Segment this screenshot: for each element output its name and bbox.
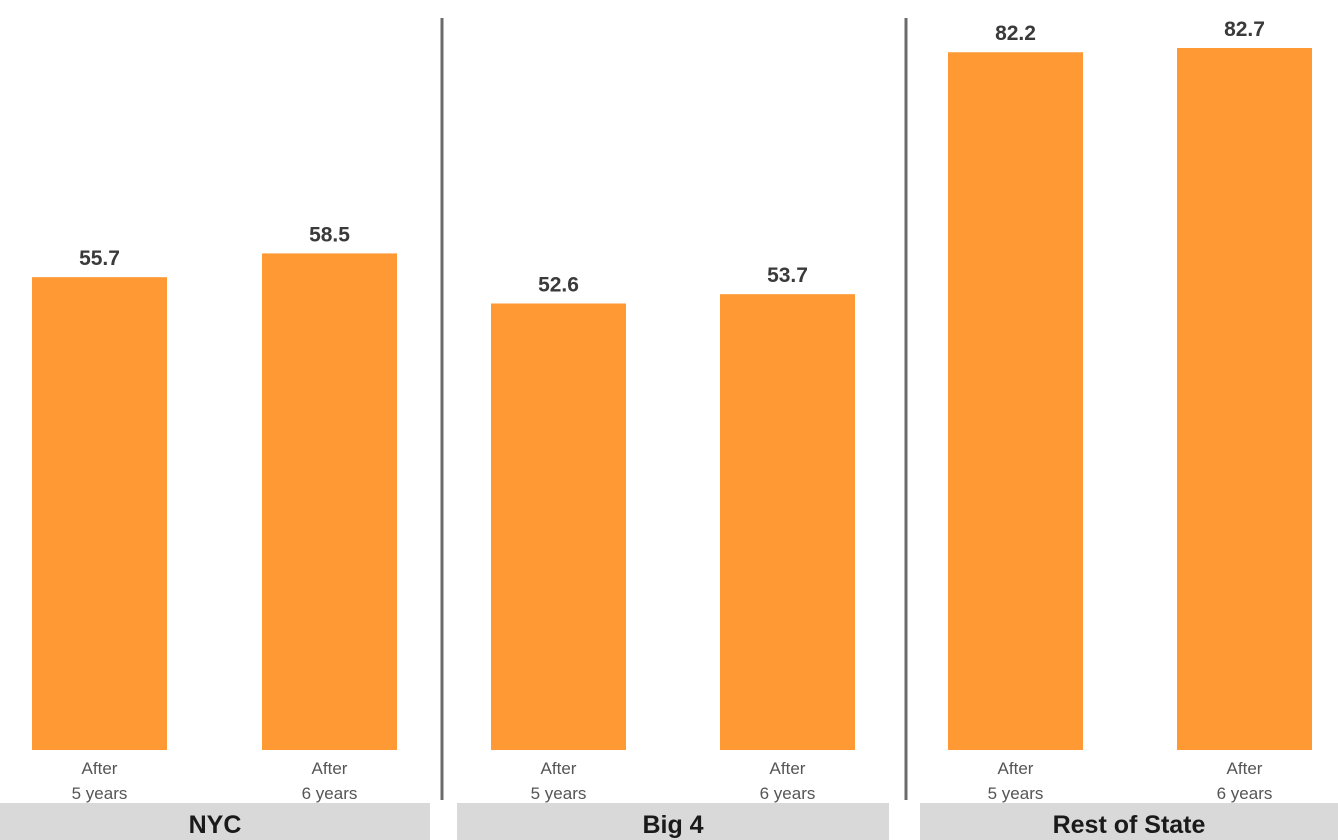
value-label-1-2: 58.5 bbox=[309, 223, 350, 246]
bar-1-2 bbox=[262, 253, 397, 751]
value-label-2-1: 52.6 bbox=[538, 274, 579, 297]
group-label-3: Rest of State bbox=[1053, 811, 1206, 839]
tick-label-3-2-line-1: After bbox=[1227, 759, 1263, 778]
value-label-2-2: 53.7 bbox=[767, 264, 808, 287]
tick-label-3-2-line-2: 6 years bbox=[1217, 784, 1273, 803]
bar-3-2 bbox=[1177, 48, 1312, 750]
group-label-2: Big 4 bbox=[642, 811, 703, 839]
tick-label-1-2-line-1: After bbox=[312, 759, 348, 778]
tick-label-1-2-line-2: 6 years bbox=[302, 784, 358, 803]
tick-label-3-1-line-2: 5 years bbox=[988, 784, 1044, 803]
bar-1-1 bbox=[32, 277, 167, 750]
bar-3-1 bbox=[948, 52, 1083, 750]
tick-label-1-1-line-1: After bbox=[82, 759, 118, 778]
value-label-3-2: 82.7 bbox=[1224, 18, 1265, 41]
bar-2-1 bbox=[491, 303, 626, 750]
value-label-1-1: 55.7 bbox=[79, 247, 120, 270]
value-label-3-1: 82.2 bbox=[995, 22, 1036, 45]
tick-label-3-1-line-1: After bbox=[998, 759, 1034, 778]
tick-label-2-2-line-1: After bbox=[770, 759, 806, 778]
group-label-band-3 bbox=[920, 803, 1338, 840]
group-label-band-1 bbox=[0, 803, 430, 840]
tick-label-2-1-line-1: After bbox=[541, 759, 577, 778]
bar-2-2 bbox=[720, 294, 855, 750]
tick-label-1-1-line-2: 5 years bbox=[72, 784, 128, 803]
group-label-1: NYC bbox=[189, 811, 242, 839]
tick-label-2-1-line-2: 5 years bbox=[531, 784, 587, 803]
tick-label-2-2-line-2: 6 years bbox=[760, 784, 816, 803]
group-label-band-2 bbox=[457, 803, 889, 840]
